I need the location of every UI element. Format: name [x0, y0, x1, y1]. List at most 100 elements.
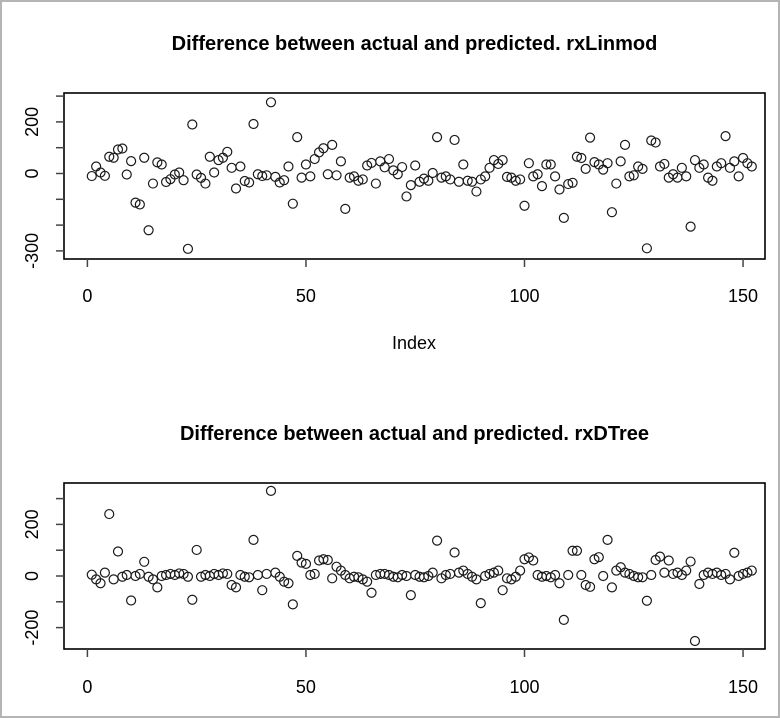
- y-tick-label: 200: [22, 509, 42, 539]
- data-point: [353, 175, 364, 186]
- data-point: [480, 171, 491, 182]
- data-point: [187, 119, 198, 130]
- data-point: [126, 595, 137, 606]
- data-point: [91, 161, 102, 172]
- chart-title-rxlinmod: Difference between actual and predicted.…: [171, 33, 658, 55]
- data-point: [230, 183, 242, 194]
- data-point: [112, 546, 124, 557]
- data-point: [405, 180, 416, 191]
- data-point: [663, 555, 674, 566]
- y-tick-label: 0: [22, 168, 42, 178]
- data-point: [108, 152, 119, 163]
- data-point: [405, 589, 416, 601]
- data-point: [681, 565, 692, 576]
- data-point: [549, 569, 561, 581]
- data-point: [257, 170, 268, 182]
- data-point: [191, 544, 202, 556]
- data-point: [602, 534, 613, 545]
- data-point: [598, 570, 609, 582]
- data-point: [104, 508, 115, 520]
- data-point: [99, 567, 110, 578]
- data-point: [484, 568, 495, 580]
- data-point: [646, 569, 657, 581]
- data-point: [397, 161, 408, 173]
- data-point: [182, 571, 194, 582]
- data-point: [134, 199, 145, 210]
- data-point: [117, 143, 128, 154]
- plot-rxlinmod: 200 0 -300 0 50 100 150: [22, 92, 766, 306]
- data-point: [252, 569, 263, 581]
- data-point: [453, 176, 465, 187]
- data-point: [641, 595, 652, 606]
- data-point: [563, 178, 574, 190]
- data-point: [449, 134, 460, 146]
- x-tick-label: 0: [82, 677, 92, 697]
- data-point: [217, 568, 229, 579]
- data-point: [318, 554, 329, 565]
- plot-border-box: [63, 92, 766, 260]
- data-point: [204, 151, 215, 162]
- data-point: [139, 556, 150, 567]
- data-point: [230, 582, 242, 593]
- data-point: [340, 203, 351, 214]
- data-point: [95, 578, 106, 589]
- data-point: [729, 547, 740, 558]
- data-point: [423, 175, 434, 186]
- data-point: [619, 567, 631, 578]
- data-point: [126, 156, 137, 167]
- data-point: [335, 156, 347, 167]
- data-point: [584, 581, 596, 592]
- data-point: [563, 569, 574, 581]
- data-point: [379, 162, 390, 173]
- data-point: [593, 552, 604, 563]
- data-point: [139, 152, 150, 163]
- data-point: [733, 171, 744, 182]
- data-point: [322, 169, 333, 180]
- data-point: [654, 551, 666, 562]
- data-point: [602, 158, 613, 169]
- data-point: [392, 169, 403, 180]
- data-point: [143, 225, 154, 236]
- data-point: [431, 132, 443, 143]
- x-axis-label-index: Index: [391, 333, 437, 353]
- data-point: [716, 569, 727, 581]
- data-point: [558, 212, 569, 223]
- data-point: [628, 170, 639, 181]
- data-point: [584, 132, 596, 143]
- data-point: [523, 158, 534, 169]
- data-point: [720, 130, 731, 142]
- data-point: [659, 567, 670, 578]
- data-point: [515, 565, 526, 576]
- data-point: [375, 156, 386, 167]
- data-point: [571, 545, 583, 556]
- x-tick-label: 150: [728, 677, 758, 697]
- data-point: [641, 243, 652, 254]
- data-point: [121, 169, 132, 180]
- data-point: [226, 162, 237, 173]
- data-point: [379, 568, 390, 580]
- data-point: [327, 573, 338, 584]
- data-point: [130, 197, 141, 208]
- data-point: [248, 534, 259, 545]
- data-point: [501, 171, 513, 182]
- data-point: [449, 547, 460, 558]
- data-point: [209, 167, 220, 178]
- data-point: [265, 485, 277, 496]
- data-point: [611, 178, 622, 189]
- data-point: [309, 153, 320, 165]
- plot-rxdtree: 200 0 -200 0 50 100 150: [22, 482, 766, 697]
- x-tick-label: 50: [296, 677, 316, 697]
- data-point: [606, 207, 618, 218]
- data-point: [471, 186, 482, 197]
- data-point: [746, 565, 757, 576]
- data-point: [309, 568, 320, 580]
- data-point: [257, 585, 268, 596]
- x-tick-label: 100: [509, 677, 539, 697]
- y-tick-label: 0: [22, 571, 42, 581]
- data-point: [134, 568, 145, 580]
- data-point: [265, 97, 277, 108]
- data-point: [156, 159, 167, 170]
- data-point: [659, 158, 670, 170]
